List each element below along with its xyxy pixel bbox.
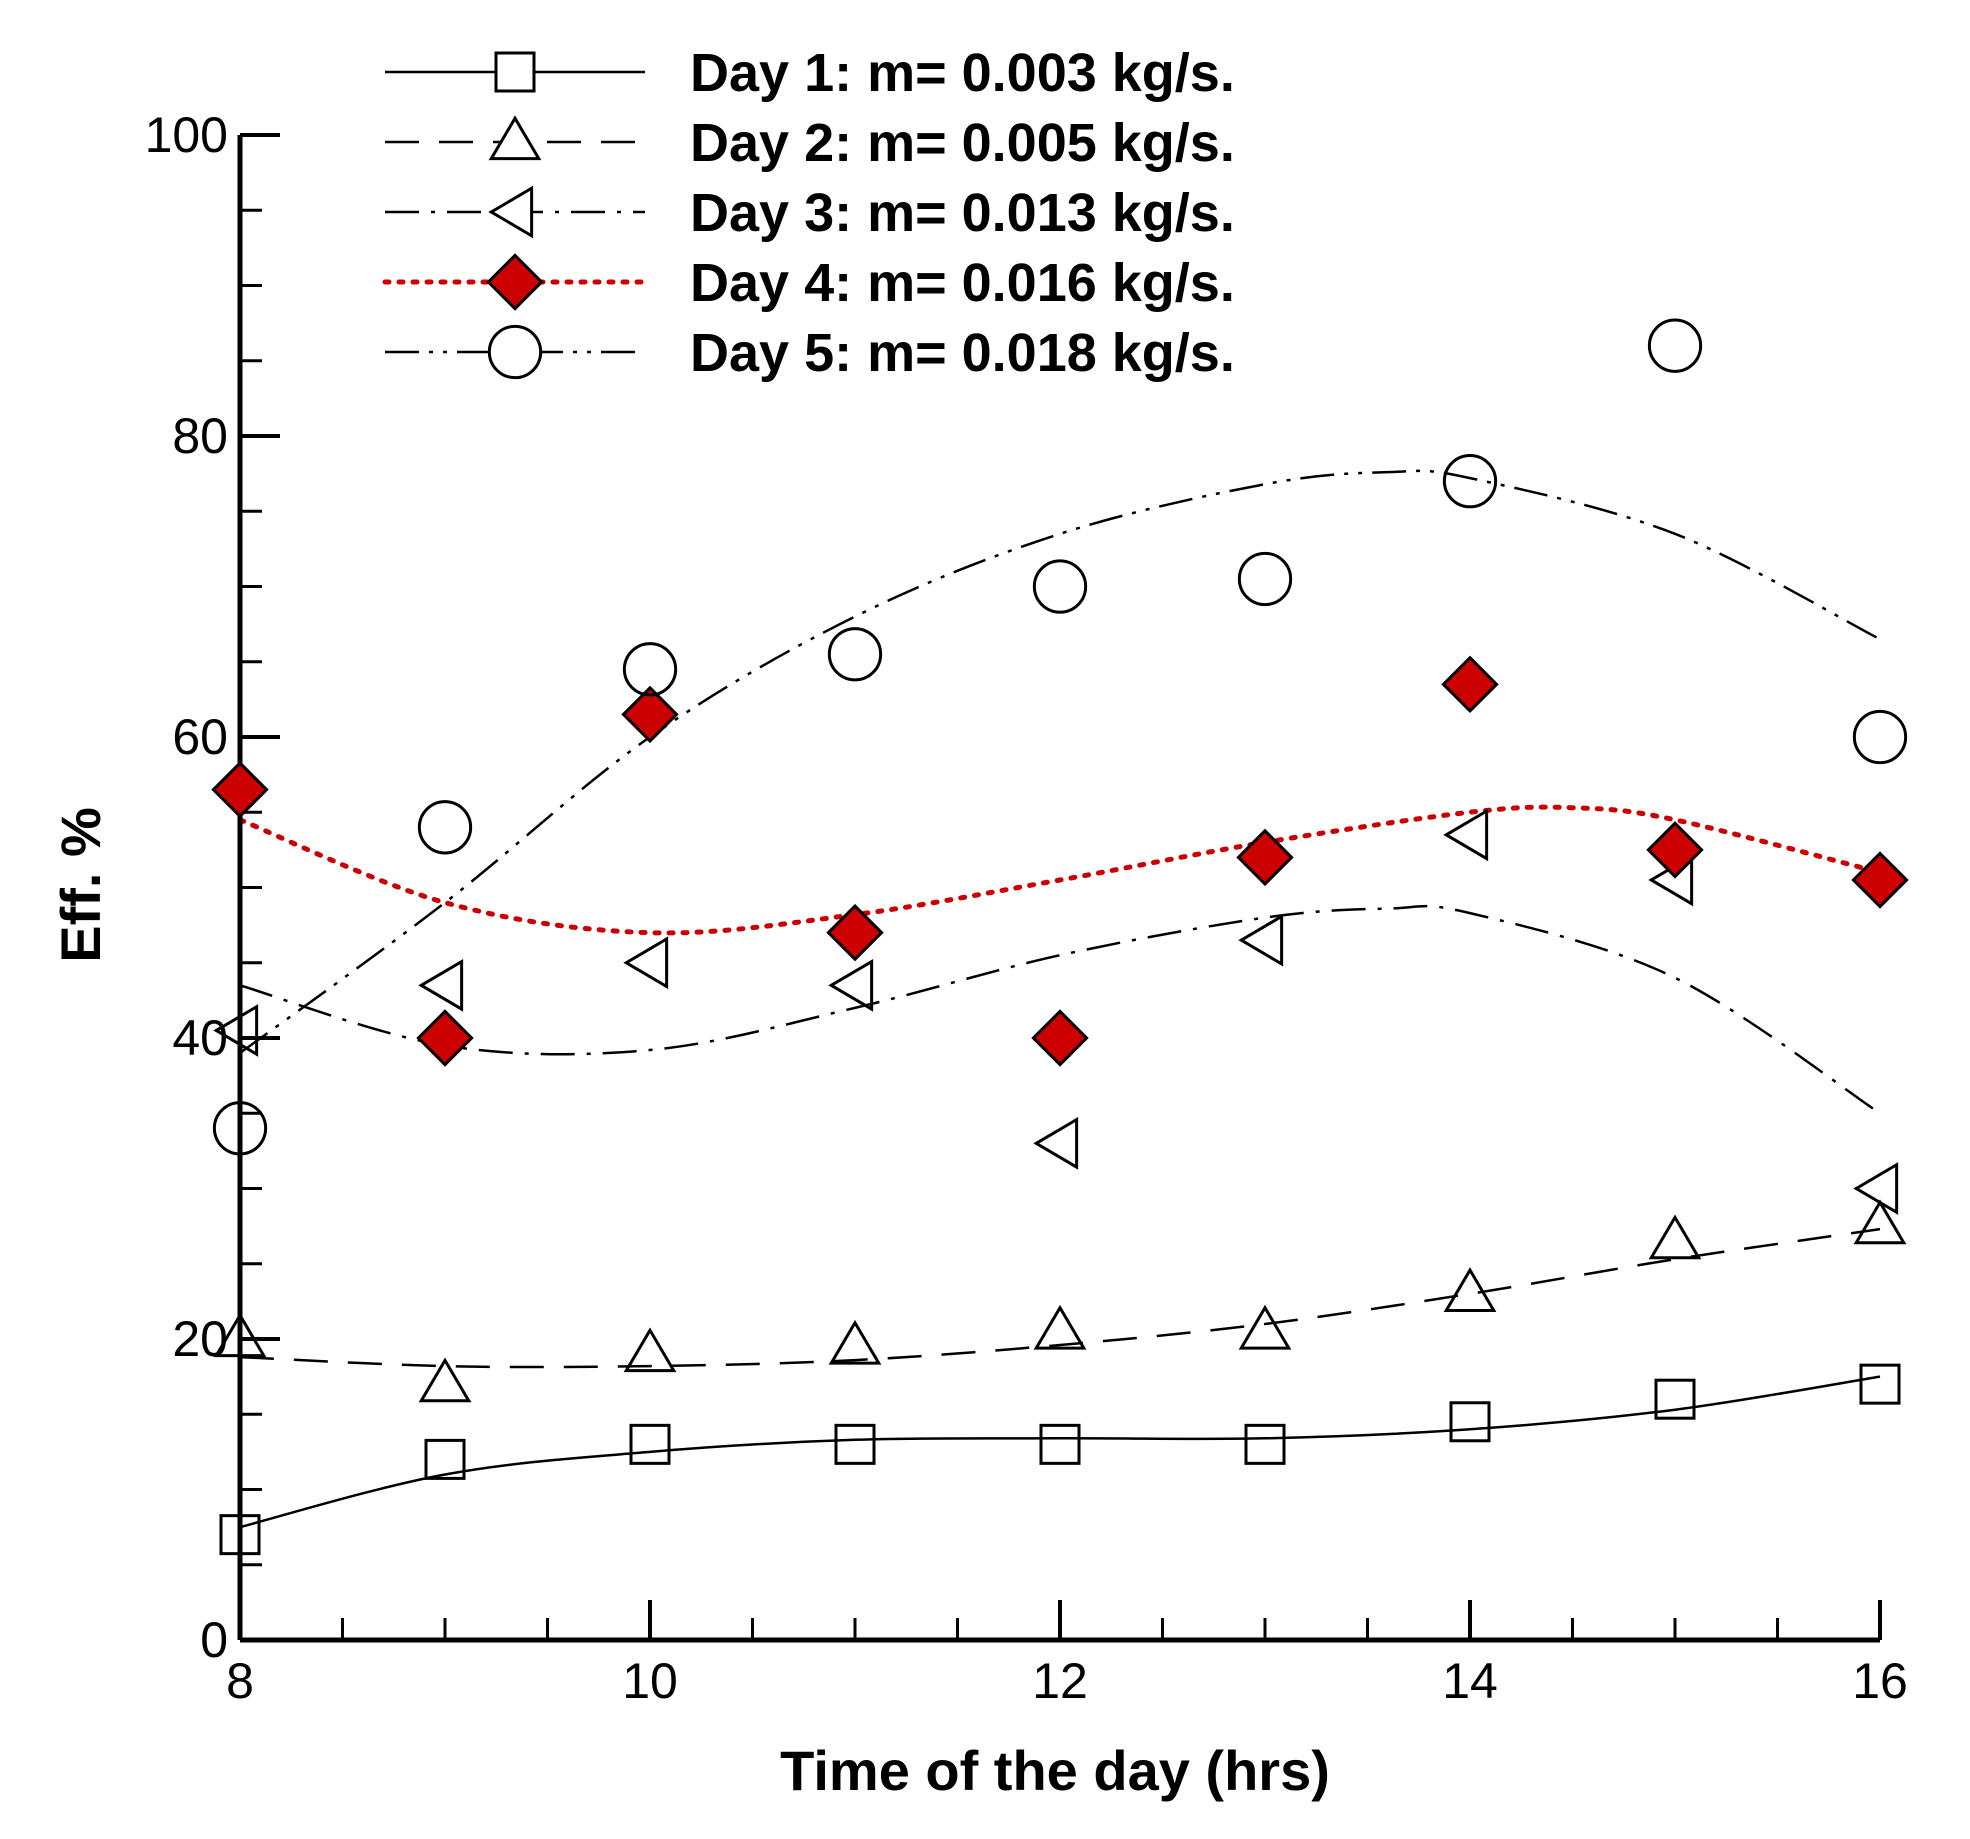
y-tick-label: 40 bbox=[172, 1010, 228, 1066]
y-tick-label: 0 bbox=[200, 1612, 228, 1668]
series-2-point bbox=[828, 1319, 882, 1365]
legend-marker bbox=[486, 253, 544, 311]
series-1-point bbox=[1654, 1378, 1696, 1420]
x-tick-label: 12 bbox=[1032, 1653, 1088, 1709]
legend-marker bbox=[488, 185, 534, 239]
y-tick-label: 20 bbox=[172, 1311, 228, 1367]
y-tick-label: 100 bbox=[145, 107, 228, 163]
series-1-point bbox=[1859, 1363, 1901, 1405]
series-2-point bbox=[1238, 1304, 1292, 1350]
series-3-point bbox=[1443, 808, 1489, 862]
y-tick-label: 60 bbox=[172, 709, 228, 765]
series-5-point bbox=[1647, 318, 1703, 373]
series-5-point bbox=[1442, 454, 1498, 509]
series-5-point bbox=[417, 800, 473, 855]
series-5-point bbox=[1032, 559, 1088, 614]
series-4-point bbox=[621, 685, 679, 744]
series-3-point bbox=[623, 936, 669, 990]
series-3-point bbox=[213, 1004, 259, 1057]
series-5-curve bbox=[239, 469, 1881, 1055]
series-4-point bbox=[1236, 828, 1294, 887]
x-tick-label: 8 bbox=[226, 1653, 254, 1709]
series-2-point bbox=[418, 1357, 472, 1403]
y-axis-title: Eff. % bbox=[49, 807, 112, 963]
series-5-point bbox=[622, 642, 678, 697]
series-3-point bbox=[1033, 1116, 1079, 1170]
legend-marker bbox=[488, 115, 542, 161]
series-3-point bbox=[1853, 1162, 1899, 1215]
series-5-point bbox=[827, 627, 883, 682]
series-1-point bbox=[1449, 1401, 1491, 1443]
series-1-curve bbox=[239, 1375, 1881, 1529]
series-3-point bbox=[1238, 913, 1284, 967]
x-axis-title: Time of the day (hrs) bbox=[780, 1739, 1330, 1802]
series-5-point bbox=[1237, 551, 1293, 607]
series-1-point bbox=[219, 1514, 261, 1556]
x-tick-label: 16 bbox=[1852, 1653, 1908, 1709]
series-4-point bbox=[1646, 821, 1704, 879]
axes: 0 20 40 60 80 100 8 10 12 14 16 bbox=[145, 107, 1908, 1709]
series-3-point bbox=[828, 958, 874, 1012]
series-3-curve bbox=[239, 904, 1881, 1115]
series-4-point bbox=[1851, 851, 1909, 909]
series-2-point bbox=[213, 1312, 267, 1358]
legend-label: Day 5: m= 0.018 kg/s. bbox=[690, 323, 1235, 383]
legend-label: Day 2: m= 0.005 kg/s. bbox=[690, 113, 1235, 173]
series-2-curve bbox=[239, 1227, 1881, 1369]
legend-label: Day 3: m= 0.013 kg/s. bbox=[690, 183, 1235, 243]
series-2-point bbox=[623, 1327, 677, 1373]
series-1-point bbox=[1244, 1423, 1286, 1465]
fit-curves bbox=[237, 469, 1883, 1529]
x-tick-label: 10 bbox=[622, 1653, 678, 1709]
legend-marker bbox=[494, 51, 536, 93]
series-1-point bbox=[834, 1423, 876, 1465]
series-2-point bbox=[1648, 1214, 1702, 1260]
y-tick-label: 80 bbox=[172, 408, 228, 464]
series-4-point bbox=[1441, 655, 1499, 714]
legend-label: Day 1: m= 0.003 kg/s. bbox=[690, 43, 1235, 103]
series-2-point bbox=[1443, 1267, 1497, 1312]
series-5-point bbox=[1852, 709, 1908, 765]
series-4-curve bbox=[237, 804, 1883, 936]
series-2-point bbox=[1033, 1304, 1087, 1350]
series-1-point bbox=[629, 1423, 671, 1465]
series-3-point bbox=[418, 958, 464, 1012]
series-4-point bbox=[1031, 1009, 1089, 1067]
data-markers bbox=[211, 318, 1909, 1556]
series-1-point bbox=[424, 1438, 466, 1480]
legend: Day 1: m= 0.003 kg/s. Day 2: m= 0.005 kg/… bbox=[382, 43, 1235, 383]
legend-label: Day 4: m= 0.016 kg/s. bbox=[690, 253, 1235, 313]
series-1-point bbox=[1039, 1423, 1081, 1465]
series-4-point bbox=[826, 903, 884, 962]
series-4-point bbox=[211, 760, 269, 819]
series-5-point bbox=[212, 1101, 268, 1156]
x-tick-label: 14 bbox=[1442, 1653, 1498, 1709]
series-2-point bbox=[1853, 1199, 1907, 1245]
series-4-point bbox=[416, 1009, 474, 1067]
legend-marker bbox=[487, 324, 543, 380]
